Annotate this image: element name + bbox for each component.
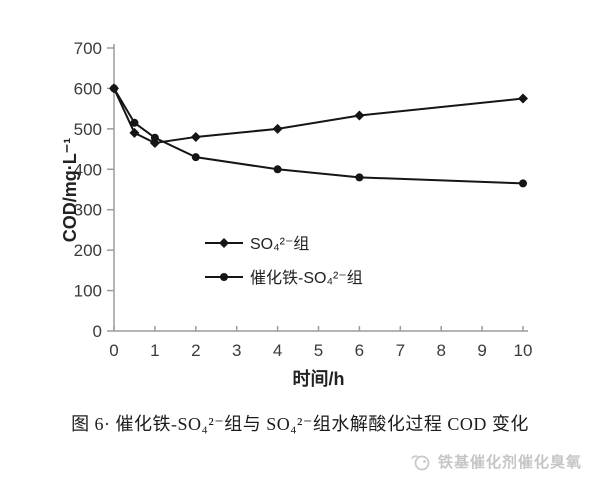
svg-text:100: 100	[74, 282, 102, 301]
watermark: 铁基催化剂催化臭氧	[409, 451, 582, 472]
series-2	[110, 84, 527, 188]
axis-labels: 0 100 200 300 400 500 600 700 0 1 2 3 4 5 6 7 8 9 10 COD/mg…	[60, 39, 532, 389]
svg-text:6: 6	[355, 341, 364, 360]
svg-text:300: 300	[74, 201, 102, 220]
watermark-logo-icon	[409, 452, 433, 472]
svg-text:0: 0	[93, 322, 102, 341]
legend-label-2: 催化铁-SO₄²⁻组	[250, 269, 363, 287]
cod-line-chart: 0 100 200 300 400 500 600 700 0 1 2 3 4 5 6 7 8 9 10 COD/mg…	[60, 39, 532, 389]
svg-text:700: 700	[74, 39, 102, 58]
svg-text:500: 500	[74, 120, 102, 139]
svg-text:2: 2	[191, 341, 200, 360]
axes	[107, 44, 528, 332]
svg-text:400: 400	[74, 160, 102, 179]
x-axis-title: 时间/h	[293, 369, 345, 389]
svg-text:10: 10	[514, 341, 533, 360]
svg-text:200: 200	[74, 241, 102, 260]
svg-text:4: 4	[273, 341, 282, 360]
y-axis-title: COD/mg·L⁻¹	[60, 138, 80, 242]
svg-text:1: 1	[150, 341, 159, 360]
figure-caption: 图 6· 催化铁-SO₄²⁻组与 SO₄²⁻组水解酸化过程 COD 变化	[71, 414, 529, 434]
svg-text:5: 5	[314, 341, 323, 360]
svg-text:3: 3	[232, 341, 241, 360]
watermark-text: 铁基催化剂催化臭氧	[437, 454, 582, 471]
svg-text:0: 0	[109, 341, 118, 360]
series-1	[109, 83, 528, 149]
legend-label-1: SO₄²⁻组	[250, 235, 309, 253]
svg-text:8: 8	[436, 341, 445, 360]
svg-text:9: 9	[477, 341, 486, 360]
svg-text:600: 600	[74, 79, 102, 98]
svg-text:7: 7	[396, 341, 405, 360]
